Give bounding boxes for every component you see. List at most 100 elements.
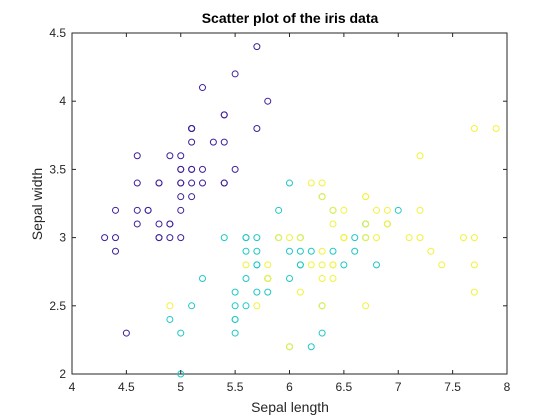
data-point bbox=[470, 261, 478, 269]
x-tick-label: 5 bbox=[177, 380, 184, 394]
data-point bbox=[416, 152, 424, 160]
data-point bbox=[405, 234, 413, 242]
data-point bbox=[209, 138, 217, 146]
data-point bbox=[264, 261, 272, 269]
data-point bbox=[340, 206, 348, 214]
data-point bbox=[318, 261, 326, 269]
data-point bbox=[286, 275, 293, 283]
data-point bbox=[383, 220, 391, 228]
data-point bbox=[296, 234, 304, 242]
data-point bbox=[460, 234, 467, 242]
data-point bbox=[177, 193, 185, 201]
data-point bbox=[133, 206, 141, 214]
data-point bbox=[253, 43, 261, 51]
x-tick-label: 7 bbox=[395, 380, 402, 394]
data-point bbox=[373, 234, 380, 242]
data-point bbox=[231, 70, 239, 78]
data-point bbox=[155, 220, 163, 228]
data-point bbox=[318, 247, 326, 255]
data-point bbox=[275, 206, 283, 214]
data-point bbox=[264, 288, 272, 296]
data-point bbox=[199, 84, 206, 92]
data-point bbox=[275, 234, 283, 242]
data-point bbox=[329, 261, 337, 269]
y-tick-label: 2 bbox=[59, 367, 66, 381]
x-tick-label: 6.5 bbox=[336, 380, 353, 394]
chart-title: Scatter plot of the iris data bbox=[201, 10, 379, 26]
data-point bbox=[362, 302, 370, 310]
data-point bbox=[362, 220, 370, 228]
data-point bbox=[416, 234, 424, 242]
data-point bbox=[177, 234, 185, 242]
data-point bbox=[231, 165, 239, 173]
data-point bbox=[177, 206, 185, 214]
data-point bbox=[133, 152, 141, 160]
data-point bbox=[242, 302, 250, 310]
x-tick-label: 5.5 bbox=[227, 380, 244, 394]
y-tick-label: 4 bbox=[59, 94, 66, 108]
data-point bbox=[188, 302, 196, 310]
data-point bbox=[318, 302, 326, 310]
data-point bbox=[231, 329, 239, 337]
data-point bbox=[242, 247, 250, 255]
data-point bbox=[133, 179, 141, 187]
data-point bbox=[166, 152, 174, 160]
data-point bbox=[220, 138, 228, 146]
data-point bbox=[155, 179, 163, 187]
data-point bbox=[427, 247, 435, 255]
data-point bbox=[492, 124, 500, 132]
data-point bbox=[373, 206, 380, 214]
data-point bbox=[166, 315, 174, 323]
data-point bbox=[351, 247, 359, 255]
data-point bbox=[231, 302, 239, 310]
data-point bbox=[362, 234, 370, 242]
data-point bbox=[264, 275, 272, 283]
data-point bbox=[296, 261, 304, 269]
data-point bbox=[133, 220, 141, 228]
data-point bbox=[470, 124, 478, 132]
y-tick-label: 4.5 bbox=[49, 26, 66, 40]
data-point bbox=[351, 234, 359, 242]
y-tick-label: 3 bbox=[59, 231, 66, 245]
scatter-markers bbox=[101, 43, 500, 378]
data-point bbox=[383, 206, 391, 214]
y-tick-label: 2.5 bbox=[49, 299, 66, 313]
data-point bbox=[307, 343, 315, 351]
data-point bbox=[340, 234, 348, 242]
y-axis-label: Sepal width bbox=[29, 167, 45, 241]
data-point bbox=[253, 261, 261, 269]
x-tick-label: 8 bbox=[504, 380, 511, 394]
data-point bbox=[242, 234, 250, 242]
data-point bbox=[329, 220, 337, 228]
data-point bbox=[286, 343, 293, 351]
data-point bbox=[470, 288, 478, 296]
data-point bbox=[177, 329, 185, 337]
data-point bbox=[242, 275, 250, 283]
data-point bbox=[188, 179, 196, 187]
data-point bbox=[264, 97, 272, 105]
data-point bbox=[144, 206, 152, 214]
data-point bbox=[199, 275, 206, 283]
data-point bbox=[199, 165, 206, 173]
x-tick-label: 4 bbox=[69, 380, 76, 394]
data-point bbox=[318, 179, 326, 187]
data-point bbox=[253, 288, 261, 296]
axis-ticks: 4 4.5 5 5.5 6 6.5 7 7.5 8 2 2.5 3 3.5 4 4.5 bbox=[49, 26, 510, 394]
data-point bbox=[296, 247, 304, 255]
data-point bbox=[101, 234, 109, 242]
data-point bbox=[177, 165, 185, 173]
data-point bbox=[112, 247, 119, 255]
data-point bbox=[253, 247, 261, 255]
x-axis-label: Sepal length bbox=[251, 399, 329, 415]
data-point bbox=[122, 329, 130, 337]
data-point bbox=[231, 288, 239, 296]
data-point bbox=[253, 302, 261, 310]
axes-frame bbox=[71, 32, 508, 375]
data-point bbox=[318, 193, 326, 201]
data-point bbox=[286, 179, 293, 187]
data-point bbox=[318, 275, 326, 283]
data-point bbox=[220, 234, 228, 242]
x-tick-label: 6 bbox=[286, 380, 293, 394]
data-point bbox=[188, 124, 196, 132]
